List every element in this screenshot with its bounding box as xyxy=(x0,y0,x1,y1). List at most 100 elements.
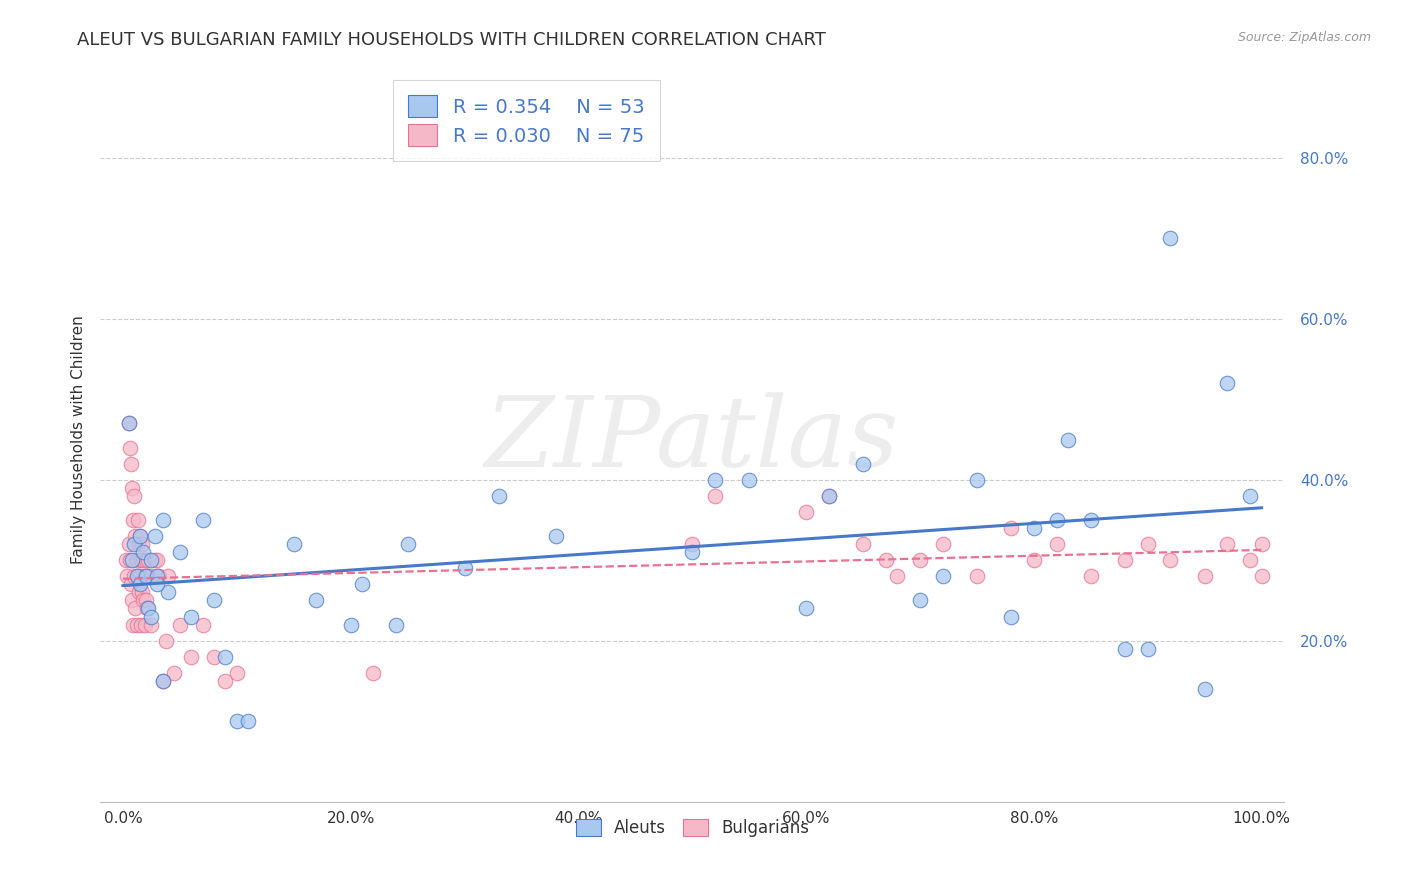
Point xyxy=(544,529,567,543)
Point xyxy=(1216,376,1239,391)
Point xyxy=(135,553,157,567)
Point xyxy=(1022,521,1045,535)
Point xyxy=(1159,553,1181,567)
Point xyxy=(908,553,931,567)
Point xyxy=(225,665,247,680)
Point xyxy=(129,569,152,583)
Point xyxy=(152,673,174,688)
Point xyxy=(128,537,150,551)
Point xyxy=(129,553,152,567)
Point xyxy=(127,513,149,527)
Point xyxy=(146,569,169,583)
Point xyxy=(124,529,146,543)
Point xyxy=(127,569,149,583)
Point xyxy=(1216,537,1239,551)
Point xyxy=(148,569,170,583)
Point xyxy=(1136,641,1159,656)
Point xyxy=(124,489,146,503)
Point xyxy=(886,569,908,583)
Point xyxy=(143,553,166,567)
Point xyxy=(305,593,328,607)
Point xyxy=(136,601,159,615)
Point xyxy=(794,601,817,615)
Point xyxy=(1046,513,1069,527)
Legend: Aleuts, Bulgarians: Aleuts, Bulgarians xyxy=(569,813,815,844)
Point xyxy=(152,673,174,688)
Point xyxy=(125,569,148,583)
Point xyxy=(129,529,152,543)
Text: ALEUT VS BULGARIAN FAMILY HOUSEHOLDS WITH CHILDREN CORRELATION CHART: ALEUT VS BULGARIAN FAMILY HOUSEHOLDS WIT… xyxy=(77,31,827,49)
Point xyxy=(191,513,214,527)
Point xyxy=(214,649,236,664)
Point xyxy=(118,553,141,567)
Point xyxy=(169,617,191,632)
Point xyxy=(141,609,163,624)
Point xyxy=(157,585,180,599)
Point xyxy=(141,617,163,632)
Point xyxy=(202,649,225,664)
Point xyxy=(453,561,475,575)
Point xyxy=(1080,569,1102,583)
Point xyxy=(135,569,157,583)
Point xyxy=(163,665,186,680)
Point xyxy=(122,513,145,527)
Point xyxy=(1194,681,1216,696)
Point xyxy=(1000,609,1022,624)
Point xyxy=(115,553,138,567)
Point xyxy=(169,545,191,559)
Point xyxy=(681,545,703,559)
Point xyxy=(124,601,146,615)
Point xyxy=(966,569,988,583)
Point xyxy=(124,537,146,551)
Point xyxy=(117,417,139,431)
Point xyxy=(1239,553,1261,567)
Point xyxy=(1114,641,1136,656)
Point xyxy=(129,577,152,591)
Point xyxy=(363,665,385,680)
Point xyxy=(1080,513,1102,527)
Point xyxy=(1022,553,1045,567)
Point xyxy=(124,569,146,583)
Point xyxy=(1046,537,1069,551)
Point xyxy=(180,649,202,664)
Point xyxy=(135,601,157,615)
Point xyxy=(132,545,155,559)
Point xyxy=(202,593,225,607)
Text: ZIPatlas: ZIPatlas xyxy=(485,392,900,487)
Point xyxy=(852,457,875,471)
Point xyxy=(704,489,727,503)
Point xyxy=(155,633,177,648)
Point xyxy=(932,569,955,583)
Point xyxy=(141,553,163,567)
Point xyxy=(157,569,180,583)
Point xyxy=(1250,537,1272,551)
Point xyxy=(134,569,156,583)
Point xyxy=(117,569,139,583)
Point xyxy=(932,537,955,551)
Point xyxy=(125,553,148,567)
Point xyxy=(117,417,139,431)
Point xyxy=(283,537,305,551)
Point xyxy=(121,593,143,607)
Point xyxy=(191,617,214,632)
Point xyxy=(396,537,419,551)
Point xyxy=(180,609,202,624)
Point xyxy=(132,553,155,567)
Point xyxy=(1159,231,1181,245)
Point xyxy=(1194,569,1216,583)
Point xyxy=(121,553,143,567)
Text: Source: ZipAtlas.com: Source: ZipAtlas.com xyxy=(1237,31,1371,45)
Point xyxy=(1239,489,1261,503)
Point xyxy=(120,577,142,591)
Point xyxy=(339,617,361,632)
Point xyxy=(681,537,703,551)
Point xyxy=(120,457,142,471)
Point xyxy=(908,593,931,607)
Point xyxy=(136,553,159,567)
Point xyxy=(1250,569,1272,583)
Point xyxy=(135,569,157,583)
Point xyxy=(794,505,817,519)
Point xyxy=(875,553,897,567)
Point xyxy=(131,585,153,599)
Point xyxy=(385,617,408,632)
